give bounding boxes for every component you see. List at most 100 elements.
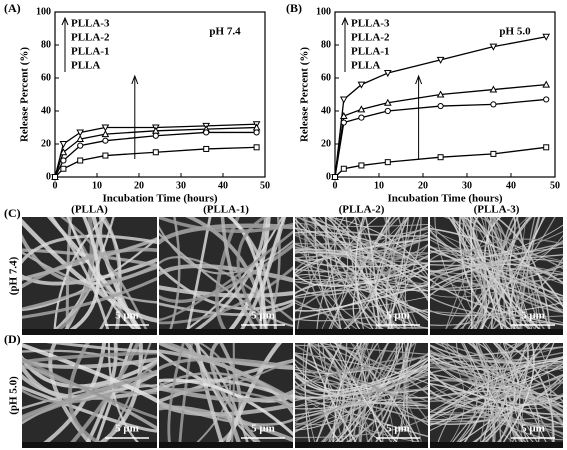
fiber xyxy=(22,265,157,311)
marker xyxy=(101,130,110,138)
info-strip xyxy=(159,442,293,448)
fiber xyxy=(295,237,428,313)
fibers xyxy=(22,343,157,448)
fiber xyxy=(295,366,428,403)
fiber xyxy=(159,358,293,393)
fiber xyxy=(309,217,393,335)
fiber xyxy=(297,217,428,285)
y-tick-label: 20 xyxy=(321,138,331,149)
fiber xyxy=(430,256,563,326)
fiber xyxy=(430,238,563,290)
fiber xyxy=(509,217,546,335)
fiber xyxy=(472,343,542,448)
fiber xyxy=(295,359,428,410)
fiber xyxy=(490,217,538,335)
marker xyxy=(101,124,110,132)
scale-bar-label: 5 μm xyxy=(386,423,410,435)
marker xyxy=(489,85,498,93)
x-tick-label: 0 xyxy=(333,180,338,191)
fiber xyxy=(95,217,122,335)
fiber xyxy=(430,262,563,276)
legend-label: PLLA-1 xyxy=(351,46,390,58)
fiber xyxy=(446,217,503,335)
fiber xyxy=(332,343,423,448)
fiber xyxy=(430,227,563,309)
fiber xyxy=(472,343,519,448)
marker xyxy=(77,157,84,164)
fiber xyxy=(87,343,143,448)
fiber xyxy=(435,343,525,448)
plot-frame xyxy=(54,11,266,178)
fiber xyxy=(22,361,157,404)
marker xyxy=(436,90,445,98)
fiber xyxy=(323,343,348,448)
sem-image: 5 μm xyxy=(295,217,428,335)
fibers xyxy=(159,343,293,448)
marker xyxy=(253,144,260,151)
fiber xyxy=(472,217,547,335)
fiber xyxy=(430,352,563,408)
fiber xyxy=(58,217,101,335)
column-label: (PLLA-3) xyxy=(474,204,520,216)
fiber xyxy=(481,217,514,335)
fiber xyxy=(503,343,555,448)
sem-image: 5 μm xyxy=(22,343,157,448)
fiber xyxy=(494,217,527,335)
fiber xyxy=(295,278,428,296)
scale-bar-label: 5 μm xyxy=(521,423,545,435)
fiber xyxy=(430,241,563,283)
fiber xyxy=(430,246,563,262)
fiber xyxy=(491,343,520,448)
marker xyxy=(152,149,159,156)
fiber xyxy=(295,344,428,355)
fiber xyxy=(430,396,563,420)
fiber xyxy=(295,415,428,439)
fiber xyxy=(430,354,563,366)
y-tick-label: 40 xyxy=(41,105,51,116)
fiber xyxy=(304,217,349,335)
fibers xyxy=(22,217,157,335)
marker xyxy=(543,144,550,151)
fiber xyxy=(295,250,428,322)
fiber xyxy=(355,343,394,448)
x-tick-label: 0 xyxy=(53,180,58,191)
fiber xyxy=(460,217,486,335)
fiber xyxy=(308,343,373,448)
fiber xyxy=(308,343,428,423)
fiber xyxy=(536,343,553,448)
fiber xyxy=(358,343,400,448)
marker xyxy=(437,154,444,161)
fiber xyxy=(167,343,185,448)
trend-arrowhead xyxy=(415,74,423,85)
fiber xyxy=(295,234,428,281)
fiber xyxy=(159,372,293,409)
x-tick-label: 50 xyxy=(260,180,270,191)
fibers xyxy=(430,217,563,335)
fiber xyxy=(461,217,494,335)
fiber xyxy=(295,228,428,277)
marker xyxy=(437,102,444,110)
marker xyxy=(490,101,497,108)
fiber xyxy=(22,369,157,422)
fiber xyxy=(159,223,293,246)
marker xyxy=(59,141,68,149)
fiber xyxy=(295,384,428,426)
marker xyxy=(340,119,347,126)
fiber xyxy=(159,387,293,412)
fiber xyxy=(478,343,501,448)
fiber xyxy=(159,285,293,298)
row-label: (pH 7.4) xyxy=(8,256,20,295)
fiber xyxy=(430,278,563,326)
fiber xyxy=(484,343,520,448)
fiber xyxy=(295,397,428,423)
fiber xyxy=(334,343,405,448)
fiber xyxy=(295,251,428,284)
marker xyxy=(102,152,109,159)
fiber xyxy=(430,382,563,426)
trend-arrowhead xyxy=(131,74,139,85)
fiber xyxy=(386,343,409,448)
marker xyxy=(340,165,347,172)
fiber xyxy=(430,413,563,434)
fiber xyxy=(490,217,515,335)
fiber xyxy=(335,343,384,448)
